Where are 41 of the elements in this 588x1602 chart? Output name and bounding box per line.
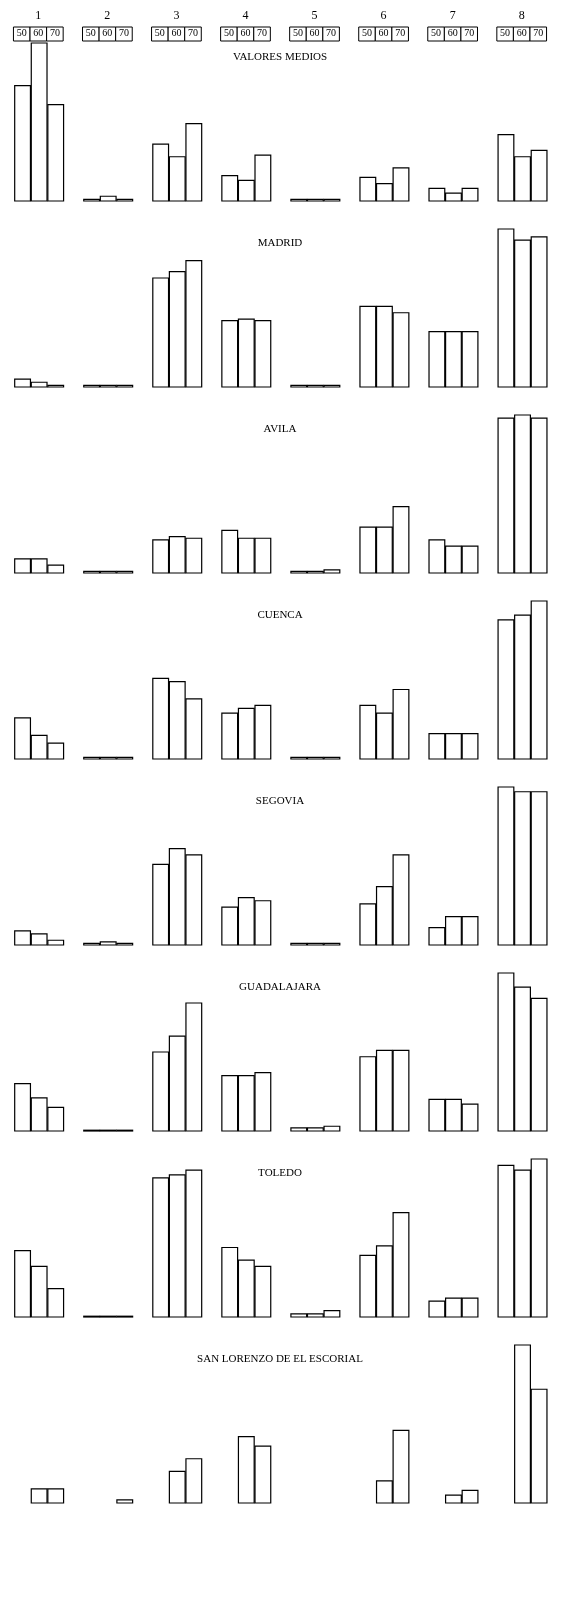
legend-label: 60 xyxy=(33,27,44,38)
x-tick-label: 5 xyxy=(311,7,318,22)
x-tick-label: 3 xyxy=(173,7,180,22)
text: 70 xyxy=(257,27,268,38)
text: 60 xyxy=(447,27,458,38)
text: 50 xyxy=(223,27,234,38)
text: 60 xyxy=(516,27,527,38)
text: SAN LORENZO DE EL ESCORIAL xyxy=(197,1352,364,1364)
text: CUENCA xyxy=(257,608,303,620)
text: 60 xyxy=(378,27,389,38)
x-tick-label: 2 xyxy=(104,7,111,22)
text: SEGOVIA xyxy=(255,794,305,806)
text: 70 xyxy=(187,27,198,38)
x-tick-label: 8 xyxy=(518,7,525,22)
legend-label: 70 xyxy=(49,27,60,38)
text: 70 xyxy=(118,27,129,38)
text: 50 xyxy=(16,27,27,38)
text: AVILA xyxy=(263,422,297,434)
x-tick-label: 4 xyxy=(242,7,249,22)
x-tick-label: 1 xyxy=(35,7,42,22)
text: 50 xyxy=(500,27,511,38)
text: MADRID xyxy=(257,236,303,248)
text: 60 xyxy=(309,27,320,38)
text: 70 xyxy=(464,27,475,38)
text: 50 xyxy=(292,27,303,38)
text: 70 xyxy=(533,27,544,38)
text: 60 xyxy=(102,27,113,38)
text: 50 xyxy=(431,27,442,38)
text: TOLEDO xyxy=(258,1166,302,1178)
text: 60 xyxy=(171,27,182,38)
legend-label: 50 xyxy=(85,27,96,38)
text: 70 xyxy=(395,27,406,38)
x-tick-label: 6 xyxy=(380,7,387,22)
x-tick-label: 7 xyxy=(449,7,456,22)
text: 60 xyxy=(240,27,251,38)
text: VALORES MEDIOS xyxy=(232,50,328,62)
text: 50 xyxy=(362,27,373,38)
text: 50 xyxy=(154,27,165,38)
text: 70 xyxy=(326,27,337,38)
text: GUADALAJARA xyxy=(239,980,321,992)
bar xyxy=(116,1499,134,1504)
